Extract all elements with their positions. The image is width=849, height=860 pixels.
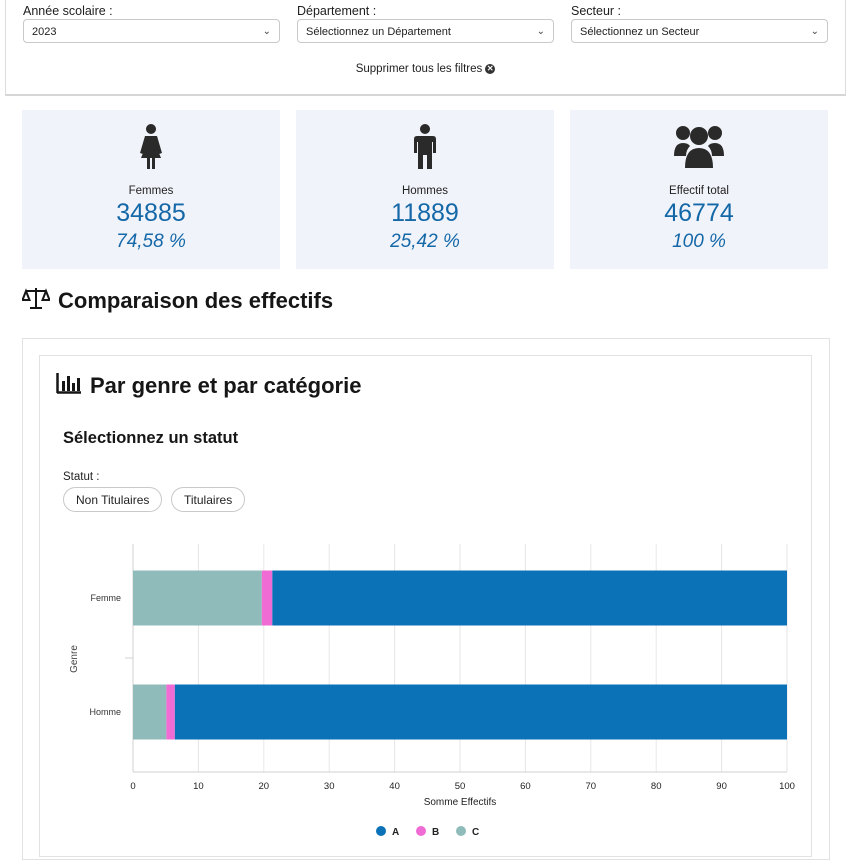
filters-bar: Année scolaire : 2023 ⌄ Département : Sé… xyxy=(5,0,846,96)
stat-card-total: Effectif total 46774 100 % xyxy=(570,110,828,269)
stat-label: Hommes xyxy=(401,185,448,197)
stat-percent: 74,58 % xyxy=(116,231,186,252)
bar-chart-icon xyxy=(56,372,82,400)
department-filter-label: Département : xyxy=(297,4,377,18)
close-icon: ✕ xyxy=(485,63,496,74)
stat-value: 34885 xyxy=(116,199,186,227)
male-icon xyxy=(296,124,554,172)
year-select-value: 2023 xyxy=(32,26,57,38)
section-title: Comparaison des effectifs xyxy=(21,286,334,316)
stat-value: 46774 xyxy=(664,199,734,227)
year-filter-label: Année scolaire : xyxy=(23,4,113,18)
sector-select-value: Sélectionnez un Secteur xyxy=(580,26,700,38)
stat-percent: 100 % xyxy=(672,231,726,252)
stat-card-hommes: Hommes 11889 25,42 % xyxy=(296,110,554,269)
department-select-value: Sélectionnez un Département xyxy=(306,26,451,38)
female-icon xyxy=(22,124,280,172)
section-title-text: Comparaison des effectifs xyxy=(58,288,334,313)
panel-title: Par genre et par catégorie xyxy=(56,372,361,400)
chevron-down-icon: ⌄ xyxy=(810,26,819,37)
chevron-down-icon: ⌄ xyxy=(262,26,271,37)
clear-filters-button[interactable]: Supprimer tous les filtres ✕ xyxy=(6,63,845,75)
stat-percent: 25,42 % xyxy=(390,231,460,252)
sector-select[interactable]: Sélectionnez un Secteur ⌄ xyxy=(571,19,828,43)
status-option-titulaires[interactable]: Titulaires xyxy=(171,487,246,512)
sector-filter-label: Secteur : xyxy=(571,4,622,18)
stat-value: 11889 xyxy=(391,199,459,227)
chevron-down-icon: ⌄ xyxy=(536,26,545,37)
stat-label: Effectif total xyxy=(669,185,729,197)
status-heading: Sélectionnez un statut xyxy=(63,429,239,447)
group-icon xyxy=(570,124,828,172)
clear-filters-label: Supprimer tous les filtres xyxy=(355,63,483,75)
stat-label: Femmes xyxy=(128,185,174,197)
status-option-non-titulaires[interactable]: Non Titulaires xyxy=(63,487,163,512)
panel-title-text: Par genre et par catégorie xyxy=(90,373,362,398)
scale-icon xyxy=(21,286,51,316)
status-label: Statut : xyxy=(63,471,100,483)
year-select[interactable]: 2023 ⌄ xyxy=(23,19,280,43)
stat-card-femmes: Femmes 34885 74,58 % xyxy=(22,110,280,269)
department-select[interactable]: Sélectionnez un Département ⌄ xyxy=(297,19,554,43)
